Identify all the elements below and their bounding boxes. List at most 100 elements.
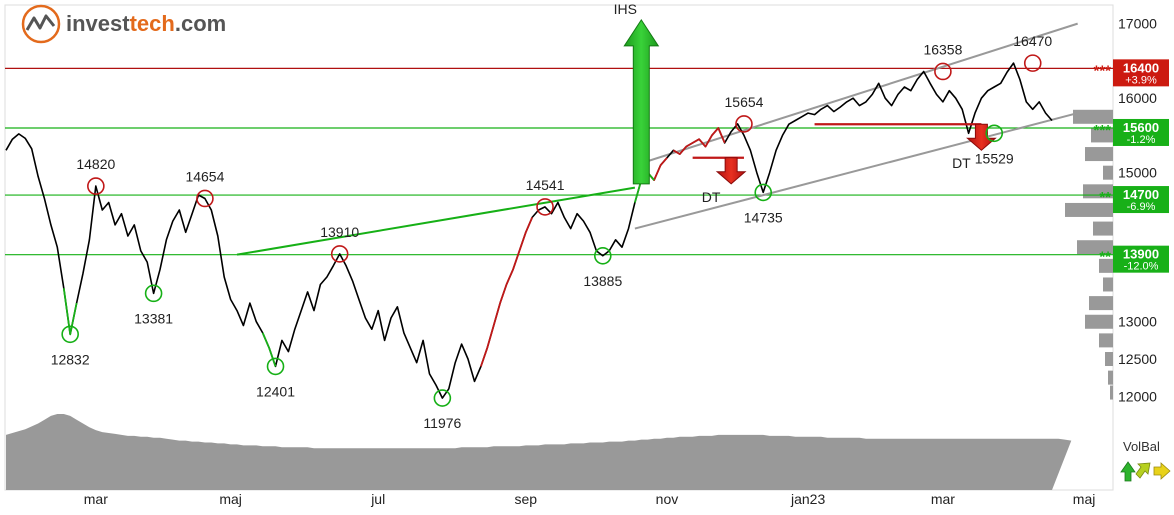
low-marker: [61, 325, 79, 344]
price-segment-green: [62, 288, 78, 336]
logo-icon: [21, 4, 61, 44]
high-value-label: 15654: [725, 94, 764, 110]
low-value-label: 13381: [134, 310, 173, 326]
x-tick-label: jul: [370, 491, 385, 507]
investtech-logo[interactable]: investtech.com: [21, 4, 226, 44]
high-value-label: 16470: [1013, 33, 1052, 49]
trendline-green: [236, 186, 636, 256]
y-tick-label: 16000: [1118, 90, 1157, 106]
level-stars: ***: [1093, 122, 1111, 139]
high-value-label: 16358: [923, 41, 962, 57]
level-tag-value: 16400: [1123, 60, 1159, 75]
volbal-arrows: [1120, 461, 1171, 482]
volume-profile-bar: [1105, 352, 1113, 367]
high-marker: [330, 245, 349, 263]
level-tag-value: 15600: [1123, 120, 1159, 135]
axes: marmajjulsepnovjan23marmajjul12000125001…: [84, 16, 1157, 507]
y-tick-label: 12000: [1118, 388, 1157, 404]
volume-profile-bar: [1103, 165, 1113, 180]
pattern-label-dt: DT: [702, 189, 721, 205]
low-marker: [433, 389, 452, 407]
high-marker: [196, 189, 214, 208]
level-stars: **: [1099, 189, 1111, 206]
arrow-up-icon: [1120, 461, 1136, 482]
level-stars: ***: [1093, 62, 1111, 79]
level-tag-change: +3.9%: [1125, 74, 1157, 86]
low-value-label: 12832: [51, 351, 90, 367]
level-tags: 16400+3.9% *** 15600-1.2% *** 14700-6.9% ** 13…: [1093, 59, 1169, 273]
volume-profile-bar: [1073, 109, 1113, 124]
level-tag-change: -6.9%: [1127, 201, 1156, 213]
high-marker: [87, 177, 105, 195]
price-segment-red: [480, 217, 534, 367]
pattern-label-dt: DT: [952, 155, 971, 171]
plot-area: [4, 4, 1114, 491]
pattern-label-ihs: IHS: [614, 1, 637, 17]
pattern-annotations: IHS DT DT: [614, 1, 997, 205]
high-marker: [934, 62, 952, 81]
volume-profile-bar: [1089, 296, 1113, 311]
high-value-label: 14654: [185, 168, 224, 184]
volume-profile-bar: [1110, 385, 1113, 400]
dt-down-arrow: [715, 157, 747, 185]
extrema-markers: 12832 14820 13381 14654 12401 13910 11976 14541…: [51, 33, 1053, 431]
x-tick-label: nov: [656, 491, 679, 507]
high-marker: [1023, 54, 1042, 72]
level-tag-change: -1.2%: [1127, 134, 1156, 146]
volume-profile-bar: [1093, 221, 1113, 236]
volume-profile-bar: [1085, 147, 1113, 162]
level-tag-box: [1113, 59, 1169, 87]
x-tick-label: sep: [515, 491, 538, 507]
logo-text: investtech.com: [66, 11, 226, 36]
price-segment-red: [672, 127, 726, 155]
volume-profile-bar: [1077, 240, 1113, 255]
low-value-label: 14735: [744, 209, 783, 225]
high-value-label: 14820: [76, 156, 115, 172]
y-tick-label: 13000: [1118, 314, 1157, 330]
level-tag-box: [1113, 186, 1169, 214]
high-marker: [735, 115, 753, 133]
arrow-right-icon: [1153, 462, 1171, 480]
ihs-up-arrow: [623, 18, 660, 185]
x-tick-label: maj: [219, 491, 242, 507]
y-tick-label: 12500: [1118, 351, 1157, 367]
y-tick-label: 17000: [1118, 16, 1157, 32]
level-tag-box: [1113, 245, 1169, 273]
x-tick-label: jan23: [790, 491, 825, 507]
volume-profile-bar: [1091, 128, 1113, 143]
low-marker: [144, 284, 163, 303]
low-value-label: 12401: [256, 383, 295, 399]
high-marker: [536, 198, 554, 216]
volume-profile-bar: [1085, 314, 1113, 329]
low-marker: [266, 357, 285, 376]
low-marker: [593, 246, 612, 265]
low-marker: [985, 124, 1004, 143]
volume-profile-bar: [1108, 370, 1113, 385]
level-stars: **: [1099, 249, 1111, 266]
volume-area: [6, 414, 1072, 490]
volume-profile-bar: [1103, 277, 1113, 292]
low-marker: [754, 183, 773, 202]
arrow-diagonal-icon: [1135, 462, 1151, 479]
x-tick-label: mar: [931, 491, 955, 507]
level-tag-value: 13900: [1123, 247, 1159, 262]
x-tick-label: mar: [84, 491, 108, 507]
logo-wave-icon: [25, 14, 56, 31]
high-value-label: 14541: [526, 177, 565, 193]
volume-area-fill: [6, 414, 1072, 490]
low-value-label: 15529: [975, 150, 1014, 166]
support-resistance-lines: [5, 67, 1113, 256]
trend-channel-line: [634, 112, 1078, 230]
volume-profile-bar: [1099, 258, 1113, 273]
level-tag-change: -12.0%: [1124, 261, 1159, 273]
volume-profile-bar: [1065, 202, 1113, 217]
x-tick-label: maj: [1073, 491, 1096, 507]
dt-down-arrow: [966, 123, 997, 151]
high-value-label: 13910: [320, 224, 359, 240]
low-value-label: 13885: [583, 273, 622, 289]
low-value-label: 11976: [423, 415, 461, 431]
level-tag-box: [1113, 118, 1169, 146]
y-tick-label: 15000: [1118, 165, 1157, 181]
